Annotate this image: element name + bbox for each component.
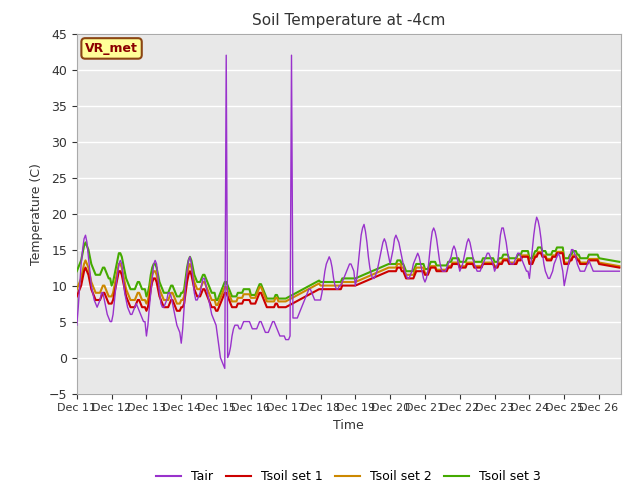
- Text: VR_met: VR_met: [85, 42, 138, 55]
- Y-axis label: Temperature (C): Temperature (C): [30, 163, 43, 264]
- Title: Soil Temperature at -4cm: Soil Temperature at -4cm: [252, 13, 445, 28]
- X-axis label: Time: Time: [333, 419, 364, 432]
- Legend: Tair, Tsoil set 1, Tsoil set 2, Tsoil set 3: Tair, Tsoil set 1, Tsoil set 2, Tsoil se…: [152, 465, 546, 480]
